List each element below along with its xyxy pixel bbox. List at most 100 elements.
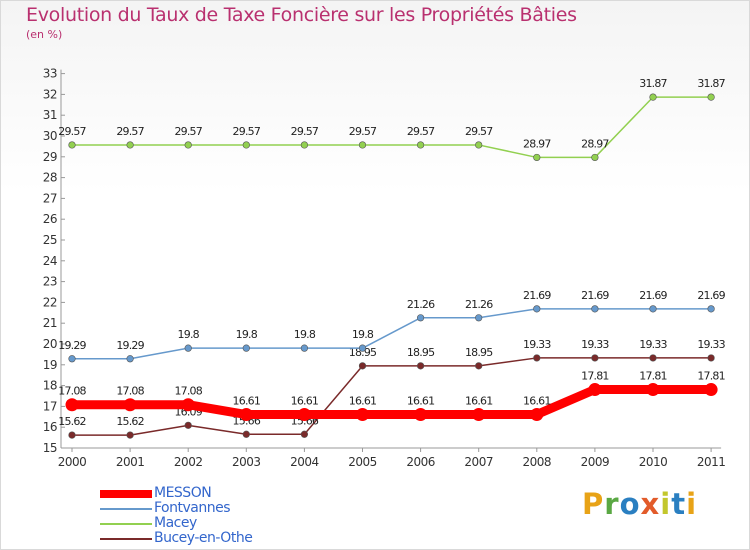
data-point-messon (588, 383, 602, 397)
data-point-macey (533, 153, 541, 162)
x-tick-label: 2004 (290, 455, 319, 469)
data-point-fontvannes (707, 305, 715, 313)
data-point-bucey-en-othe (649, 354, 657, 362)
data-label-messon: 17.81 (697, 370, 725, 383)
x-tick-label: 2001 (116, 455, 145, 469)
data-point-fontvannes (126, 355, 134, 363)
y-tick-label: 32 (43, 87, 57, 101)
data-label-macey: 28.97 (581, 137, 609, 150)
y-tick-label: 18 (43, 379, 57, 393)
x-tick-label: 2009 (581, 455, 610, 469)
data-label-fontvannes: 19.8 (294, 328, 316, 341)
data-point-bucey-en-othe (300, 430, 309, 438)
data-point-fontvannes (475, 314, 483, 322)
y-tick-label: 27 (43, 191, 57, 205)
data-label-macey: 29.57 (233, 125, 261, 138)
legend-label-messon: MESSON (154, 485, 212, 501)
y-tick-label: 31 (43, 108, 57, 122)
data-point-messon (356, 408, 369, 422)
data-point-messon (472, 408, 486, 422)
data-label-macey: 29.57 (116, 125, 144, 138)
legend-swatch-bucey-en-othe (100, 537, 152, 540)
data-point-fontvannes (649, 305, 657, 313)
data-point-messon (65, 398, 79, 412)
data-label-fontvannes: 21.69 (697, 289, 725, 302)
x-tick-label: 2011 (697, 455, 726, 469)
data-label-macey: 29.57 (58, 125, 86, 138)
data-point-fontvannes (242, 344, 250, 352)
data-label-macey: 29.57 (465, 125, 493, 138)
data-point-macey (707, 93, 715, 101)
x-tick-label: 2007 (464, 455, 493, 469)
proxiti-logo: Proxiti (582, 487, 698, 521)
data-label-messon: 16.61 (349, 395, 377, 408)
data-label-macey: 29.57 (349, 125, 377, 138)
data-point-macey (300, 141, 309, 149)
legend-swatch-macey (100, 522, 152, 525)
y-tick-label: 19 (43, 358, 57, 372)
data-point-messon (123, 398, 137, 412)
data-label-macey: 31.87 (639, 77, 667, 90)
data-point-bucey-en-othe (707, 354, 715, 362)
data-point-fontvannes (300, 344, 309, 352)
data-label-bucey-en-othe: 19.33 (697, 338, 725, 351)
y-tick-label: 24 (43, 254, 57, 268)
data-label-bucey-en-othe: 15.62 (116, 415, 144, 428)
legend-item-messon: MESSON (100, 486, 252, 501)
x-tick-label: 2008 (523, 455, 552, 469)
data-label-messon: 16.61 (523, 395, 551, 408)
x-tick-label: 2010 (639, 455, 668, 469)
data-label-fontvannes: 19.29 (58, 339, 86, 352)
data-point-bucey-en-othe (475, 362, 483, 370)
data-point-bucey-en-othe (126, 431, 134, 439)
chart-title: Evolution du Taux de Taxe Foncière sur l… (26, 4, 577, 26)
data-label-messon: 17.08 (58, 385, 86, 398)
data-point-messon (530, 408, 544, 422)
data-label-messon: 16.61 (291, 395, 319, 408)
y-tick-label: 15 (43, 441, 57, 455)
x-tick-label: 2003 (232, 455, 261, 469)
y-tick-label: 33 (43, 67, 57, 81)
data-point-macey (649, 93, 657, 101)
data-point-macey (126, 141, 134, 149)
legend-swatch-fontvannes (100, 507, 152, 510)
data-point-messon (414, 408, 428, 422)
data-label-fontvannes: 21.26 (465, 298, 493, 311)
x-tick-label: 2006 (406, 455, 435, 469)
data-label-messon: 16.61 (233, 395, 261, 408)
data-point-messon (239, 408, 253, 422)
data-point-macey (242, 141, 250, 149)
legend-label-fontvannes: Fontvannes (154, 500, 231, 516)
data-label-macey: 29.57 (407, 125, 435, 138)
legend-label-bucey-en-othe: Bucey-en-Othe (154, 530, 253, 546)
y-tick-label: 21 (43, 316, 57, 330)
data-label-fontvannes: 21.26 (407, 298, 435, 311)
data-point-bucey-en-othe (417, 362, 425, 370)
data-label-bucey-en-othe: 15.62 (58, 415, 86, 428)
data-point-macey (358, 141, 367, 149)
data-point-bucey-en-othe (68, 431, 76, 439)
data-label-macey: 31.87 (697, 77, 725, 90)
y-tick-label: 16 (43, 420, 57, 434)
data-point-macey (184, 141, 192, 149)
data-point-bucey-en-othe (184, 421, 192, 429)
data-label-bucey-en-othe: 18.95 (349, 346, 377, 359)
data-label-macey: 29.57 (291, 125, 319, 138)
data-point-fontvannes (184, 344, 192, 352)
y-tick-label: 26 (43, 212, 57, 226)
data-label-bucey-en-othe: 19.33 (639, 338, 667, 351)
data-label-messon: 16.61 (465, 395, 493, 408)
data-point-bucey-en-othe (242, 430, 250, 438)
data-label-messon: 17.81 (581, 370, 609, 383)
data-label-fontvannes: 19.8 (178, 328, 200, 341)
data-point-messon (704, 383, 718, 397)
y-tick-label: 28 (43, 171, 57, 185)
data-label-bucey-en-othe: 19.33 (523, 338, 551, 351)
data-label-fontvannes: 19.29 (116, 339, 144, 352)
data-point-messon (297, 408, 311, 422)
series-line-macey (71, 96, 712, 159)
data-label-fontvannes: 21.69 (523, 289, 551, 302)
series-line-bucey-en-othe (71, 357, 712, 436)
legend-item-macey: Macey (100, 516, 252, 531)
